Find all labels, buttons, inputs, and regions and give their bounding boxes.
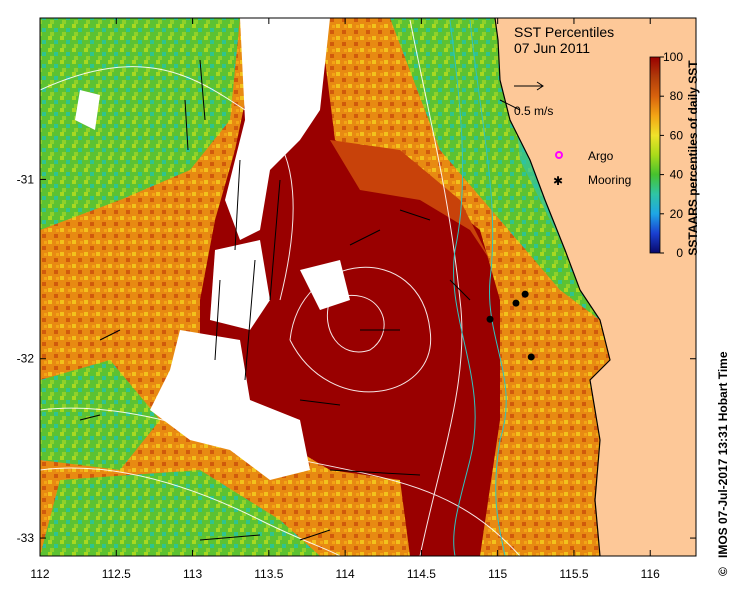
y-tick-label: -32 xyxy=(17,352,35,366)
mooring-markers xyxy=(486,290,535,361)
credit-line: IMOS 07-Jul-2017 13:31 Hobart Time xyxy=(716,351,730,558)
mooring-point xyxy=(512,299,520,307)
colorbar-tick-label: 20 xyxy=(670,207,684,221)
copyright-icon: © xyxy=(716,567,730,576)
sst-field xyxy=(40,18,696,556)
x-axis: 112 112.5 113 113.5 114 114.5 115 115.5 116 xyxy=(30,18,660,581)
y-axis: -31 -32 -33 xyxy=(17,172,696,545)
x-tick-label: 112 xyxy=(30,567,49,581)
colorbar-tick-label: 80 xyxy=(670,89,684,103)
x-tick-label: 114 xyxy=(336,567,355,581)
colorbar-tick-label: 60 xyxy=(670,128,684,142)
colorbar-tick-label: 0 xyxy=(676,246,683,260)
x-tick-label: 115.5 xyxy=(559,567,588,581)
x-tick-label: 112.5 xyxy=(102,567,131,581)
legend: Argo ✱ Mooring xyxy=(553,149,631,188)
argo-marker-icon xyxy=(555,151,563,159)
x-tick-label: 115 xyxy=(488,567,507,581)
legend-mooring-label: Mooring xyxy=(588,173,631,187)
x-tick-label: 113 xyxy=(183,567,202,581)
y-tick-label: -31 xyxy=(17,172,35,186)
colorbar-tick-label: 100 xyxy=(663,50,683,64)
y-tick-label: -33 xyxy=(17,531,35,545)
colorbar-ticks: 0 20 40 60 80 100 xyxy=(660,50,683,260)
mooring-point xyxy=(486,315,494,323)
x-tick-label: 114.5 xyxy=(407,567,436,581)
title-line1: SST Percentiles xyxy=(514,24,614,40)
current-vectors xyxy=(79,59,521,541)
mooring-point xyxy=(521,290,529,298)
colorbar xyxy=(649,56,661,254)
x-tick-label: 113.5 xyxy=(254,567,283,581)
colorbar-tick-label: 40 xyxy=(670,168,684,182)
plot-frame xyxy=(39,17,697,557)
colorbar-label: SSTAARS percentiles of daily SST xyxy=(686,60,700,256)
legend-argo-label: Argo xyxy=(588,149,614,163)
title-date: 07 Jun 2011 xyxy=(514,40,590,56)
x-tick-label: 116 xyxy=(641,567,660,581)
velocity-scale-arrow xyxy=(514,81,544,91)
mooring-marker-icon: ✱ xyxy=(553,174,563,188)
mooring-point xyxy=(527,353,535,361)
velocity-scale-label: 0.5 m/s xyxy=(514,104,553,118)
